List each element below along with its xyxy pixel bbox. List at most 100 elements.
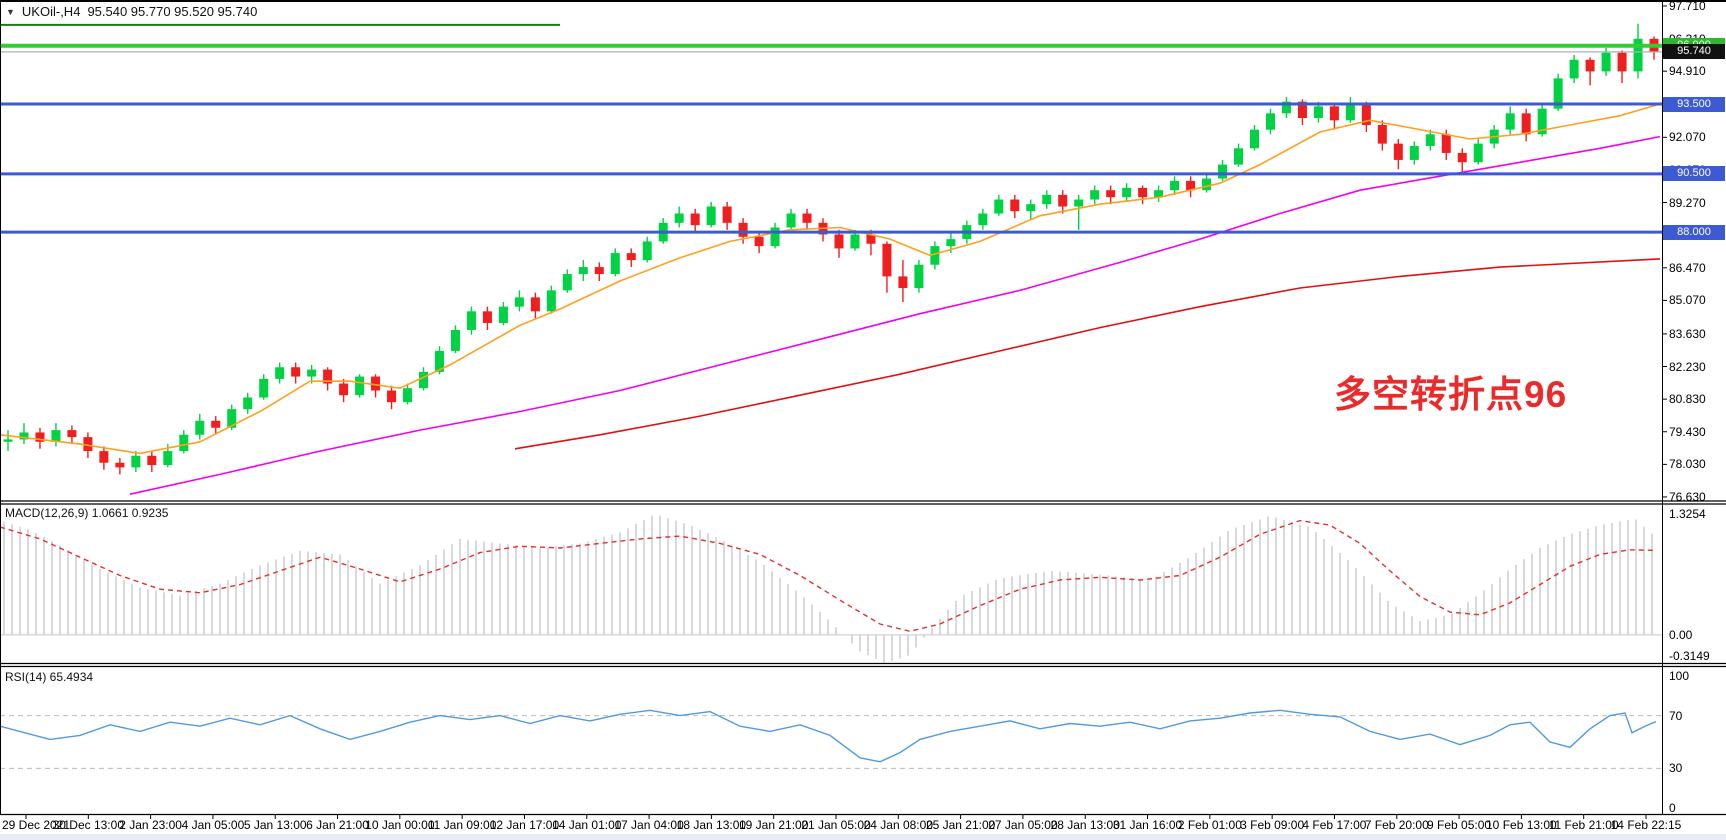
candle-body [434, 350, 444, 372]
time-axis-label: 4 Feb 17:00 [1302, 818, 1367, 832]
rsi-line [0, 709, 1657, 763]
rsi-axis-0-label: 0 [1669, 801, 1676, 815]
candle-body [578, 267, 588, 275]
rsi-axis-100-label: 100 [1669, 669, 1690, 683]
time-axis-label: 2 Feb 01:00 [1177, 818, 1242, 832]
candle-body [514, 297, 524, 307]
price-badge: 93.500 [1663, 96, 1725, 112]
candle-body [546, 290, 556, 312]
candle-body [1377, 124, 1387, 144]
candle-body [1074, 199, 1084, 207]
candle-body [211, 420, 221, 428]
time-axis-label: 14 Jan 01:00 [552, 818, 622, 832]
time-axis-label: 5 Jan 13:00 [243, 818, 307, 832]
time-axis-label: 30 Dec 13:00 [52, 818, 124, 832]
price-axis-label: 79.430 [1669, 424, 1706, 439]
candle-body [1313, 106, 1323, 118]
candle-body [914, 264, 924, 289]
candle-body [1521, 113, 1531, 135]
candle-body [19, 432, 29, 440]
candle-body [1569, 59, 1579, 79]
candle-body [1250, 129, 1259, 149]
time-axis-label: 24 Jan 08:00 [863, 818, 933, 832]
candle-body [994, 199, 1004, 214]
price-badge: 95.740 [1663, 44, 1725, 60]
price-axis-label: 92.070 [1669, 130, 1706, 145]
candle-body [1409, 145, 1419, 160]
candle-body [866, 234, 876, 244]
time-axis-label: 2 Jan 23:00 [119, 818, 182, 832]
candle-body [1473, 143, 1483, 163]
candle-body [1553, 78, 1563, 109]
time-axis-label: 14 Feb 22:15 [1610, 818, 1682, 832]
time-axis-label: 10 Feb 13:00 [1486, 818, 1557, 832]
candle-body [275, 367, 285, 379]
candle-body [530, 297, 540, 312]
candle-body [1058, 194, 1068, 207]
candle-body [195, 420, 205, 435]
candle-body [594, 267, 604, 275]
candle-body [259, 378, 269, 398]
candle-body [115, 462, 125, 468]
candle-body [450, 329, 460, 351]
macd-axis-max-label: 1.3254 [1669, 507, 1706, 521]
candle-body [147, 455, 157, 466]
ohlc-quote-label: 95.540 95.770 95.520 95.740 [87, 4, 258, 19]
candle-body [690, 213, 700, 226]
price-axis-label: 89.270 [1669, 195, 1706, 210]
candle-body [163, 451, 173, 466]
macd-axis-min-label: -0.3149 [1669, 649, 1710, 663]
price-axis-label: 80.830 [1669, 392, 1706, 407]
candle-body [1393, 143, 1403, 160]
candle-body [610, 253, 620, 275]
price-axis-label: 85.070 [1669, 293, 1706, 308]
price-axis-label: 82.230 [1669, 359, 1706, 374]
price-axis-label: 78.030 [1669, 457, 1706, 472]
time-axis-label: 3 Feb 09:00 [1240, 818, 1305, 832]
candle-body [770, 227, 780, 247]
candle-body [1633, 38, 1643, 72]
symbol-dropdown-icon[interactable]: ▼ [6, 6, 15, 17]
candle-body [323, 369, 333, 384]
time-axis-label: 21 Jan 05:00 [801, 818, 871, 832]
candle-body [1138, 187, 1148, 198]
candle-body [307, 369, 317, 377]
candle-body [339, 383, 349, 396]
candle-body [179, 434, 189, 452]
time-axis-label: 18 Jan 13:00 [676, 818, 747, 832]
candle-body [387, 390, 397, 403]
candle-body [674, 213, 684, 223]
candle-body [642, 241, 652, 261]
candle-body [978, 213, 988, 226]
candle-body [1425, 134, 1435, 146]
candle-body [1154, 190, 1164, 198]
candle-body [1010, 199, 1020, 212]
candle-body [466, 311, 476, 330]
candle-body [1537, 108, 1547, 135]
macd-indicator-label: MACD(12,26,9) 1.0661 0.9235 [5, 506, 169, 520]
candle-body [1042, 194, 1052, 205]
time-axis-label: 29 Dec 2021 [2, 818, 71, 832]
candle-body [1441, 134, 1451, 153]
candle-body [1601, 52, 1611, 72]
candle-body [1106, 190, 1116, 198]
candle-body [1297, 101, 1307, 118]
chart-title: ▼ UKOil-,H4 95.540 95.770 95.520 95.740 [6, 4, 257, 19]
candle-body [371, 376, 381, 391]
candle-body [1186, 180, 1196, 191]
candle-body [83, 437, 93, 452]
candle-body [802, 213, 812, 223]
time-axis-label: 11 Jan 09:00 [427, 818, 497, 832]
rsi-axis-30-label: 30 [1669, 761, 1683, 775]
candle-body [51, 430, 61, 442]
price-badge: 90.500 [1663, 166, 1725, 182]
candle-body [1265, 113, 1275, 130]
candle-body [1345, 104, 1355, 121]
candle-body [419, 371, 428, 389]
candle-body [99, 451, 109, 463]
price-axis-label: 86.470 [1669, 260, 1706, 275]
candle-body [562, 274, 572, 291]
candle-body [738, 222, 748, 237]
candle-body [355, 376, 365, 396]
